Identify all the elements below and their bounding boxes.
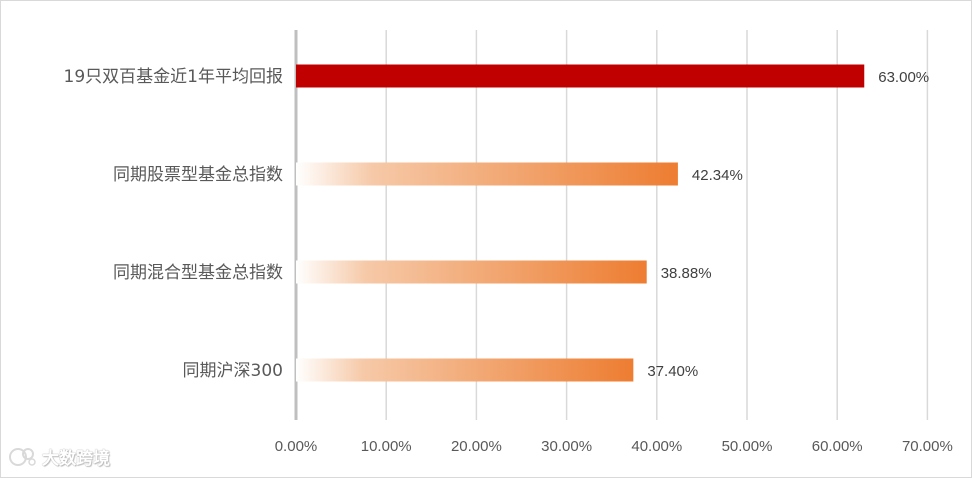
x-tick-label: 30.00% — [541, 438, 592, 455]
bars — [296, 64, 865, 382]
category-labels: 19只双百基金近1年平均回报同期股票型基金总指数同期混合型基金总指数同期沪深30… — [64, 67, 283, 381]
x-axis-tick-labels: 0.00% 10.00% 20.00% 30.00% 40.00% 50.00% 60.00… — [275, 438, 953, 455]
x-tick-label: 10.00% — [361, 438, 412, 455]
x-tick-label: 40.00% — [631, 438, 682, 455]
watermark-logo-icon — [9, 447, 36, 466]
bar — [296, 358, 634, 382]
data-label: 42.34% — [692, 167, 743, 184]
category-label: 19只双百基金近1年平均回报 — [64, 67, 283, 87]
data-label: 38.88% — [661, 265, 712, 282]
category-label: 同期混合型基金总指数 — [113, 263, 283, 283]
bar — [296, 162, 678, 186]
x-tick-label: 50.00% — [722, 438, 773, 455]
watermark: 大数跨境 — [8, 444, 110, 469]
x-tick-label: 20.00% — [451, 438, 502, 455]
watermark-text: 大数跨境 — [42, 449, 110, 469]
category-label: 同期股票型基金总指数 — [113, 165, 283, 185]
bar — [296, 260, 647, 284]
x-tick-label: 0.00% — [275, 438, 318, 455]
x-tick-label: 70.00% — [902, 438, 953, 455]
data-labels: 63.00% 42.34% 38.88% 37.40% — [647, 69, 929, 380]
x-tick-label: 60.00% — [812, 438, 863, 455]
category-label: 同期沪深300 — [183, 361, 283, 381]
data-label: 63.00% — [878, 69, 929, 86]
bar — [296, 64, 865, 88]
data-label: 37.40% — [647, 363, 698, 380]
gridlines — [294, 30, 929, 420]
